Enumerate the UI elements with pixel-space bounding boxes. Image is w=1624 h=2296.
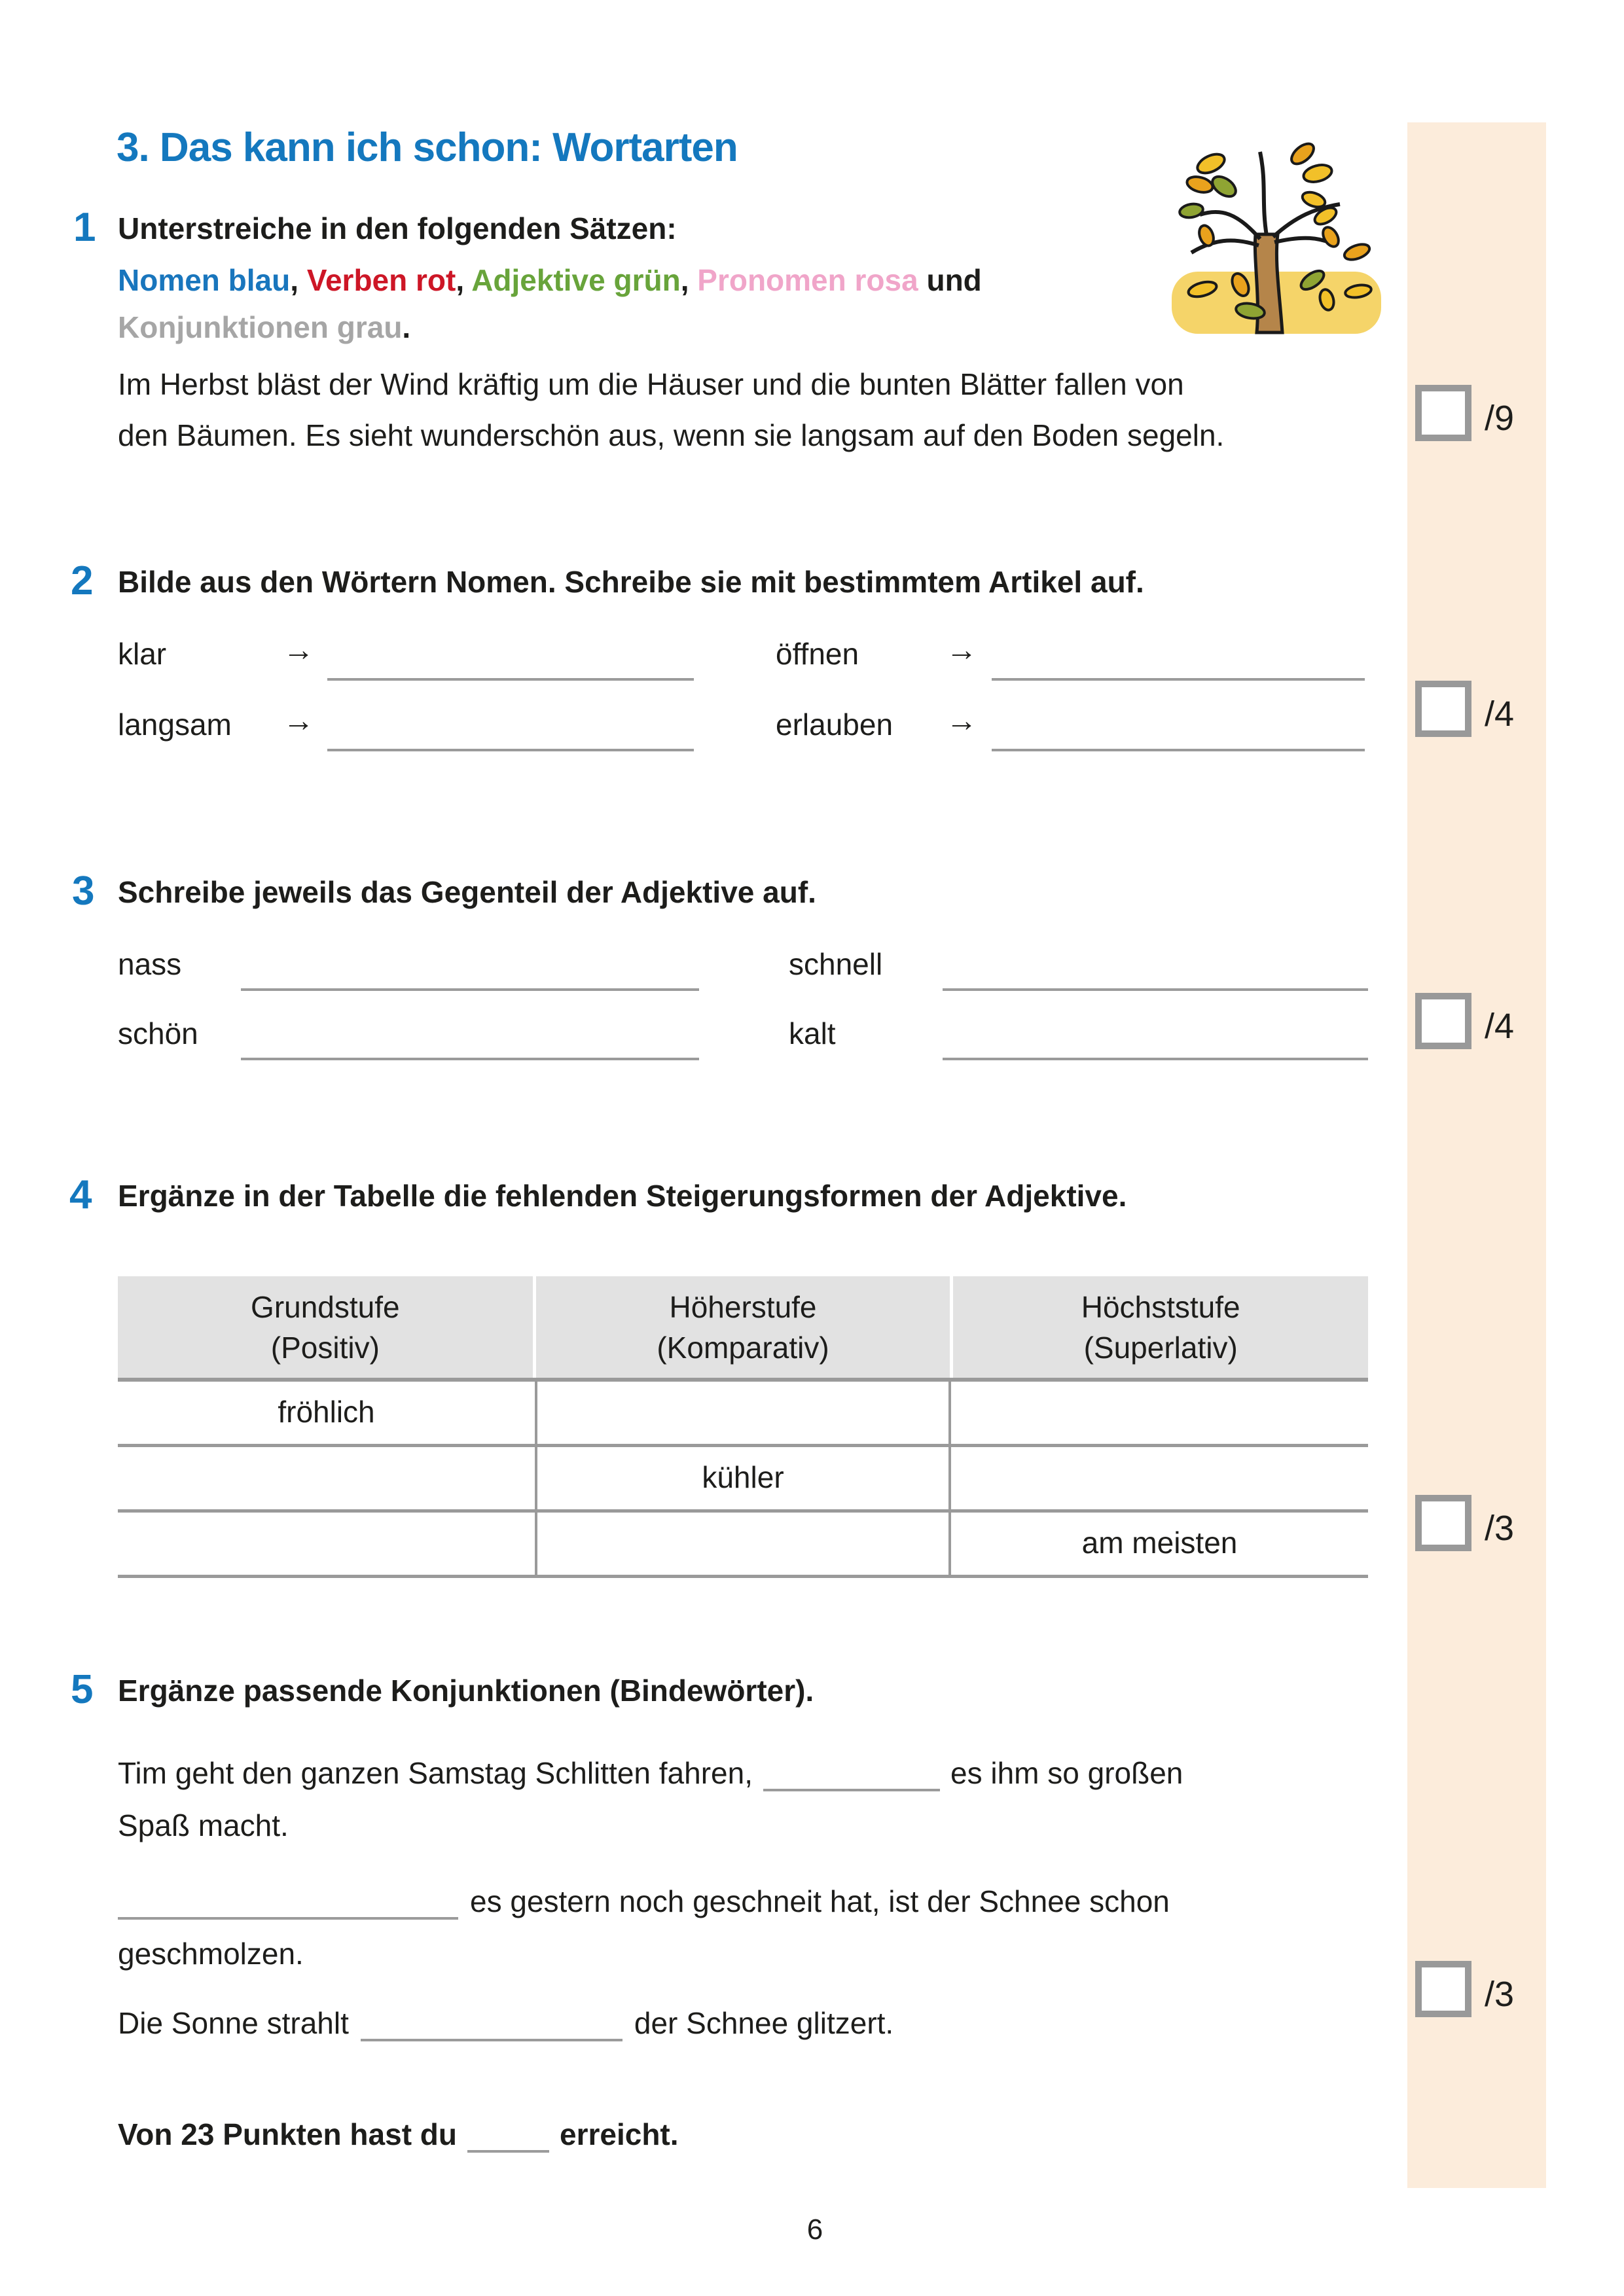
table-cell: kühler bbox=[535, 1447, 951, 1509]
sentence-text: Die Sonne strahlt bbox=[118, 2006, 349, 2040]
task-5-score-box bbox=[1415, 1961, 1471, 2017]
table-cell bbox=[118, 1447, 535, 1509]
write-in-blank bbox=[467, 2121, 549, 2153]
page-title: 3. Das kann ich schon: Wortarten bbox=[117, 125, 738, 170]
task-1-sentence-line2: den Bäumen. Es sieht wunderschön aus, we… bbox=[118, 418, 1225, 452]
summary-text: erreicht. bbox=[560, 2117, 679, 2151]
table-cell bbox=[118, 1513, 535, 1575]
legend-conjunction: Konjunktionen grau bbox=[118, 310, 403, 344]
sentence-text: der Schnee glitzert. bbox=[634, 2006, 894, 2040]
legend-adjective: Adjektive grün bbox=[471, 263, 681, 297]
task-3-word-schoen: schön bbox=[118, 1016, 198, 1050]
points-summary: Von 23 Punkten hast du erreicht. bbox=[118, 2109, 679, 2160]
sentence-text: es gestern noch geschneit hat, ist der S… bbox=[470, 1884, 1170, 1918]
table-header-hoeherstufe: Höherstufe (Komparativ) bbox=[535, 1276, 950, 1378]
legend-verb: Verben rot bbox=[306, 263, 456, 297]
task-1-color-legend: Nomen blau, Verben rot, Adjektive grün, … bbox=[118, 257, 982, 304]
task-5-sentence-3: Die Sonne strahlt der Schnee glitzert. bbox=[118, 1998, 893, 2049]
arrow-right-icon: → bbox=[283, 633, 314, 668]
task-2-word-langsam: langsam bbox=[118, 708, 232, 742]
task-1-score-box bbox=[1415, 385, 1471, 441]
legend-separator: , bbox=[290, 263, 307, 297]
write-in-line bbox=[992, 749, 1365, 751]
task-1-color-legend-line2: Konjunktionen grau. bbox=[118, 304, 410, 351]
header-line1: Grundstufe bbox=[251, 1290, 400, 1324]
legend-separator: , bbox=[456, 263, 472, 297]
summary-text: Von 23 Punkten hast du bbox=[118, 2117, 457, 2151]
page-number: 6 bbox=[806, 2214, 823, 2246]
task-5-score-label: /3 bbox=[1485, 1975, 1515, 2014]
table-cell: am meisten bbox=[1081, 1526, 1238, 1560]
table-cell bbox=[535, 1382, 951, 1444]
task-5-sentence-1-line2: Spaß macht. bbox=[118, 1808, 289, 1842]
write-in-line bbox=[241, 988, 699, 991]
write-in-line bbox=[992, 678, 1365, 681]
table-row: fröhlich bbox=[118, 1382, 1368, 1447]
task-3-word-nass: nass bbox=[118, 947, 182, 981]
task-3-score-box bbox=[1415, 993, 1471, 1049]
arrow-right-icon: → bbox=[283, 704, 314, 738]
write-in-line bbox=[943, 988, 1368, 991]
task-2-heading: Bilde aus den Wörtern Nomen. Schreibe si… bbox=[118, 565, 1144, 599]
write-in-line bbox=[943, 1058, 1368, 1060]
header-line2: (Komparativ) bbox=[657, 1331, 829, 1365]
legend-pronoun: Pronomen rosa bbox=[697, 263, 918, 297]
task-5-sentence-2: es gestern noch geschneit hat, ist der S… bbox=[118, 1876, 1170, 1927]
table-header-grundstufe: Grundstufe (Positiv) bbox=[118, 1276, 533, 1378]
legend-period: . bbox=[402, 310, 411, 344]
write-in-line bbox=[241, 1058, 699, 1060]
table-header-row: Grundstufe (Positiv) Höherstufe (Kompara… bbox=[118, 1276, 1369, 1382]
task-1-score-label: /9 bbox=[1485, 399, 1515, 438]
task-2-score-label: /4 bbox=[1485, 694, 1515, 734]
table-row: am meisten bbox=[118, 1513, 1368, 1578]
write-in-blank bbox=[118, 1888, 458, 1920]
task-3-heading: Schreibe jeweils das Gegenteil der Adjek… bbox=[118, 875, 816, 909]
task-3-word-schnell: schnell bbox=[789, 947, 883, 981]
task-4-score-box bbox=[1415, 1495, 1471, 1551]
write-in-blank bbox=[763, 1760, 940, 1791]
arrow-right-icon: → bbox=[946, 704, 977, 738]
table-cell: fröhlich bbox=[278, 1395, 375, 1429]
task-3-word-kalt: kalt bbox=[789, 1016, 836, 1050]
task-5-sentence-1: Tim geht den ganzen Samstag Schlitten fa… bbox=[118, 1748, 1183, 1799]
table-cell bbox=[951, 1447, 1368, 1509]
score-sidebar bbox=[1407, 122, 1546, 2188]
arrow-right-icon: → bbox=[946, 633, 977, 668]
task-4-heading: Ergänze in der Tabelle die fehlenden Ste… bbox=[118, 1179, 1127, 1213]
task-2-word-oeffnen: öffnen bbox=[776, 637, 859, 671]
legend-separator: , bbox=[680, 263, 698, 297]
task-3-number: 3 bbox=[72, 869, 95, 914]
task-2-number: 2 bbox=[71, 558, 94, 603]
table-cell bbox=[951, 1382, 1368, 1444]
autumn-tree-illustration bbox=[1172, 142, 1381, 334]
table-row: kühler bbox=[118, 1447, 1368, 1513]
header-line1: Höchststufe bbox=[1081, 1290, 1240, 1324]
write-in-line bbox=[327, 678, 694, 681]
task-4-number: 4 bbox=[69, 1172, 92, 1217]
table-cell bbox=[535, 1513, 951, 1575]
write-in-blank bbox=[360, 2010, 623, 2041]
comparison-table: Grundstufe (Positiv) Höherstufe (Kompara… bbox=[118, 1276, 1369, 1578]
task-2-word-klar: klar bbox=[118, 637, 167, 671]
task-2-score-box bbox=[1415, 681, 1471, 737]
header-line2: (Positiv) bbox=[270, 1331, 380, 1365]
task-4-score-label: /3 bbox=[1485, 1509, 1515, 1548]
table-header-hoechststufe: Höchststufe (Superlativ) bbox=[953, 1276, 1369, 1378]
legend-noun: Nomen blau bbox=[118, 263, 291, 297]
task-5-number: 5 bbox=[71, 1667, 94, 1712]
task-5-heading: Ergänze passende Konjunktionen (Bindewör… bbox=[118, 1674, 814, 1708]
task-1-sentence-line1: Im Herbst bläst der Wind kräftig um die … bbox=[118, 367, 1184, 401]
sentence-text: Tim geht den ganzen Samstag Schlitten fa… bbox=[118, 1756, 753, 1790]
task-2-word-erlauben: erlauben bbox=[776, 708, 893, 742]
task-5-sentence-2-line2: geschmolzen. bbox=[118, 1937, 304, 1971]
write-in-line bbox=[327, 749, 694, 751]
header-line1: Höherstufe bbox=[669, 1290, 817, 1324]
sentence-text: es ihm so großen bbox=[950, 1756, 1183, 1790]
task-3-score-label: /4 bbox=[1485, 1007, 1515, 1046]
header-line2: (Superlativ) bbox=[1083, 1331, 1238, 1365]
task-1-number: 1 bbox=[73, 205, 96, 250]
legend-and: und bbox=[918, 263, 982, 297]
task-1-heading: Unterstreiche in den folgenden Sätzen: bbox=[118, 211, 677, 245]
